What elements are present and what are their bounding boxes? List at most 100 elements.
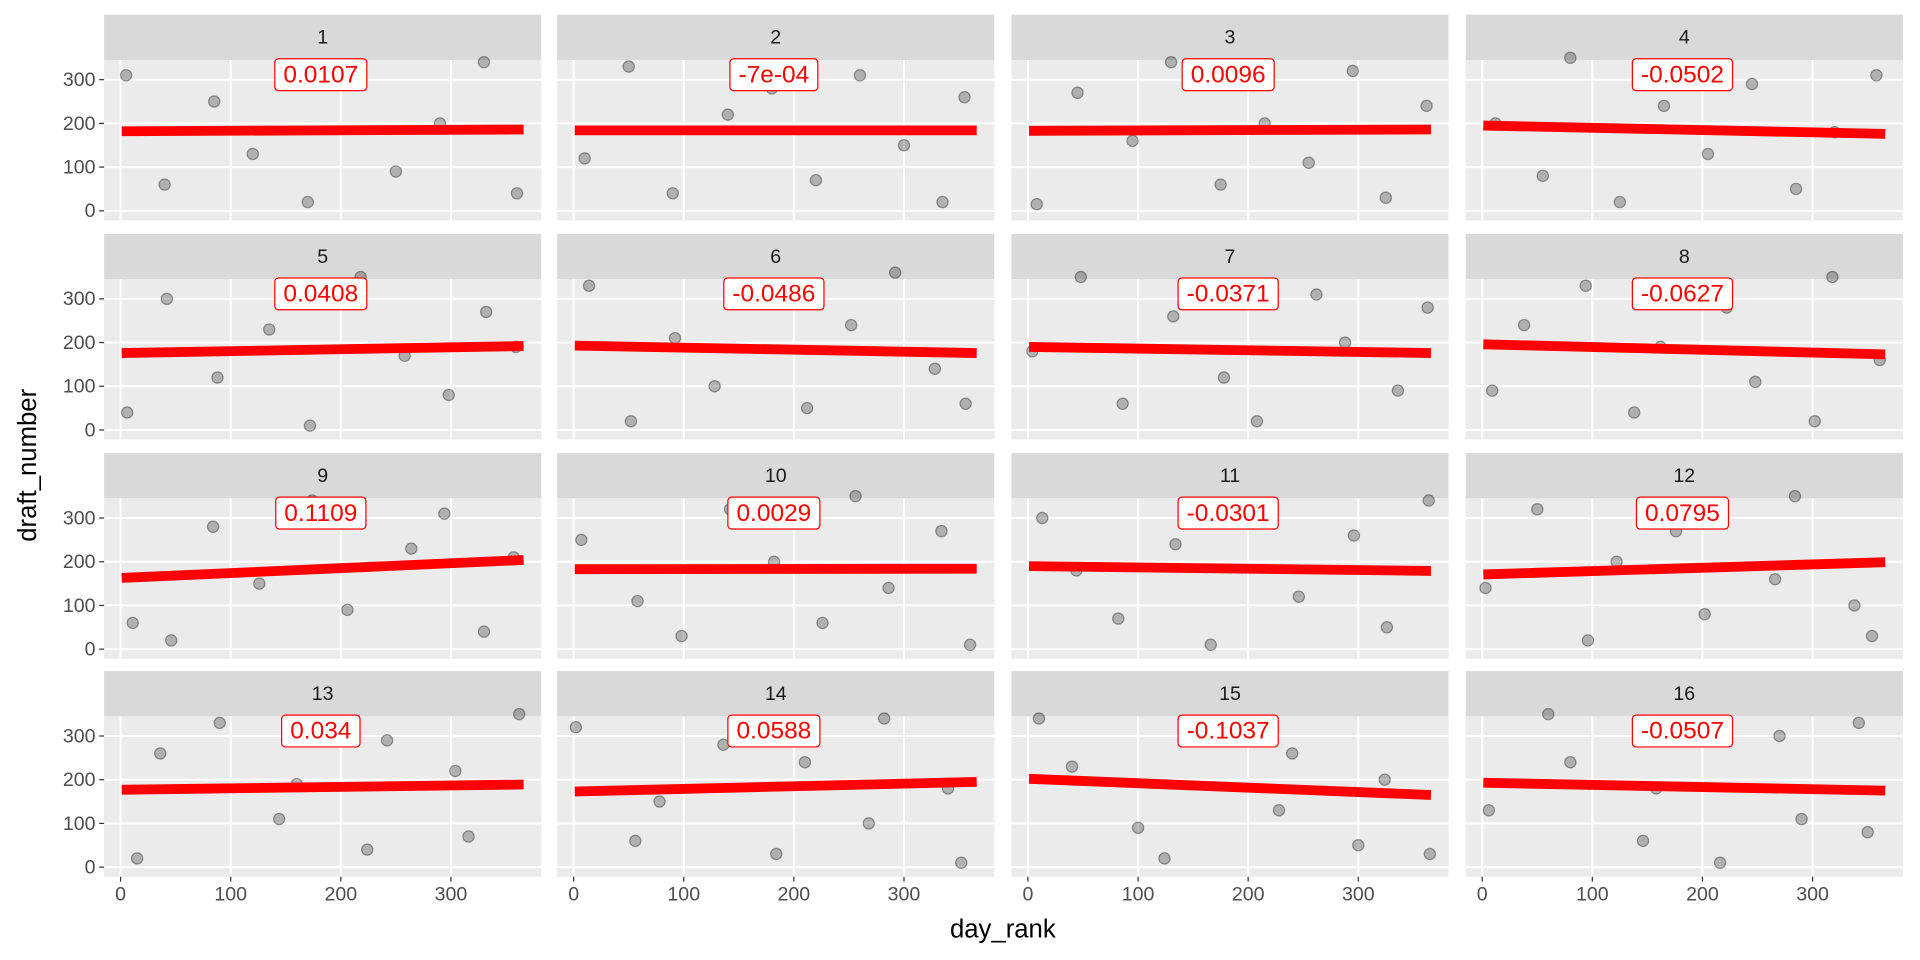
annotation-box xyxy=(727,496,821,530)
panel: 12 0.0795 xyxy=(1465,453,1903,659)
point xyxy=(213,716,226,730)
annotation-box xyxy=(727,714,821,748)
y-tick-label: 300 xyxy=(63,725,96,747)
x-tick-label: 200 xyxy=(1686,883,1719,905)
fit-line xyxy=(121,555,524,583)
x-tick-label: 100 xyxy=(1576,883,1609,905)
strip-label: 5 xyxy=(317,246,328,268)
strip xyxy=(104,671,542,717)
strip xyxy=(1465,233,1903,280)
point xyxy=(438,507,451,520)
point xyxy=(770,847,783,861)
panel: 10 0.0029 xyxy=(557,453,995,659)
strip-label: 16 xyxy=(1673,683,1695,705)
x-tick-label: 0 xyxy=(1477,883,1488,905)
annotation-box xyxy=(1635,496,1730,530)
x-tick-label: 100 xyxy=(214,883,247,905)
point xyxy=(575,533,588,547)
point xyxy=(1613,195,1627,209)
point xyxy=(809,173,823,187)
point xyxy=(512,707,526,721)
strip xyxy=(1465,453,1903,499)
point xyxy=(153,747,167,760)
point xyxy=(569,721,583,734)
point xyxy=(165,634,178,647)
point xyxy=(1581,634,1595,647)
point xyxy=(206,520,220,534)
y-tick-label: 100 xyxy=(63,595,96,617)
point xyxy=(1292,590,1306,603)
point xyxy=(160,292,174,306)
point xyxy=(130,852,144,865)
fit-line xyxy=(1483,557,1886,580)
y-tick-label: 200 xyxy=(63,551,96,573)
panel: 4 -0.0502 xyxy=(1465,14,1903,221)
y-tick-label: 200 xyxy=(63,332,96,354)
annotation-box xyxy=(1177,496,1279,530)
point xyxy=(1030,197,1043,211)
x-tick-label: 100 xyxy=(1122,883,1155,905)
point xyxy=(582,279,596,292)
fit-line xyxy=(1028,773,1432,800)
point xyxy=(462,830,475,843)
annotation-box xyxy=(275,496,367,530)
fit-line xyxy=(121,124,524,137)
fit-line xyxy=(1483,120,1886,139)
panel: 14 0 100 200 300 0.0588 xyxy=(557,671,995,905)
y-tick-label: 300 xyxy=(63,69,96,91)
point xyxy=(666,187,680,200)
strip-label: 2 xyxy=(770,27,781,49)
point xyxy=(1713,856,1727,869)
strip xyxy=(1011,671,1449,717)
point xyxy=(668,331,682,345)
point xyxy=(479,305,493,319)
point xyxy=(120,406,134,419)
annotation: 0.0795 xyxy=(1645,500,1720,527)
point xyxy=(405,542,418,555)
point xyxy=(853,69,867,82)
panel: 9 0 100 200 300 0.1109 xyxy=(63,453,542,661)
point xyxy=(888,266,902,279)
point xyxy=(477,625,491,638)
point xyxy=(882,581,895,595)
annotation: 0.0107 xyxy=(283,61,358,88)
strip-label: 14 xyxy=(765,683,787,705)
point xyxy=(1272,804,1286,817)
strip xyxy=(1465,14,1903,60)
fit-line xyxy=(1029,124,1431,136)
annotation-box xyxy=(1631,277,1734,311)
point xyxy=(510,187,524,200)
annotation-box xyxy=(281,714,361,748)
panel: 2 -7e-04 xyxy=(557,14,995,221)
strip-label: 7 xyxy=(1225,246,1236,268)
strip xyxy=(104,453,542,499)
point xyxy=(1065,760,1079,773)
point xyxy=(1531,503,1544,516)
point xyxy=(1485,384,1499,397)
y-tick-label: 0 xyxy=(85,639,96,661)
point xyxy=(897,138,911,152)
annotation-box xyxy=(723,277,825,311)
point xyxy=(119,69,133,82)
y-tick-label: 100 xyxy=(63,156,96,178)
y-tick-label: 100 xyxy=(63,376,96,398)
point xyxy=(1379,191,1393,204)
strip-label: 8 xyxy=(1679,246,1690,268)
x-tick-label: 100 xyxy=(667,883,700,905)
point xyxy=(1848,599,1861,612)
point xyxy=(578,152,591,165)
strip-label: 9 xyxy=(317,465,328,487)
point xyxy=(1861,825,1874,839)
x-tick-label: 200 xyxy=(1232,883,1265,905)
annotation: -7e-04 xyxy=(739,61,810,88)
point xyxy=(1310,288,1323,301)
point xyxy=(207,95,221,108)
strip xyxy=(557,453,995,499)
point xyxy=(1788,489,1802,503)
strip xyxy=(104,14,542,60)
point xyxy=(1164,55,1178,69)
point xyxy=(1074,270,1088,284)
point xyxy=(1071,86,1084,100)
y-tick-label: 300 xyxy=(63,288,96,310)
